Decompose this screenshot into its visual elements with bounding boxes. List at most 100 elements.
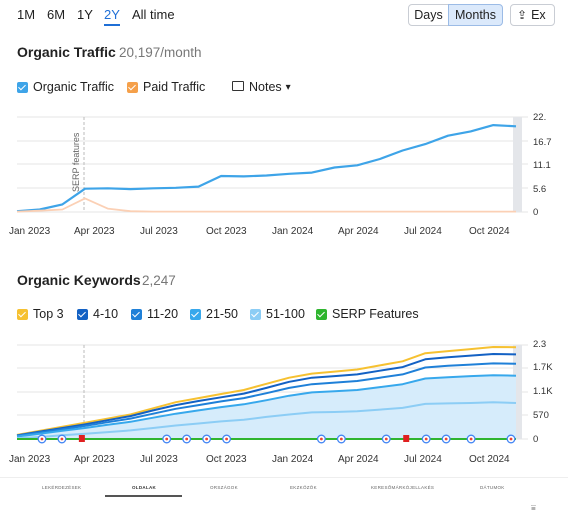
google-icon (506, 434, 516, 444)
organic-keywords-title: Organic Keywords (17, 272, 141, 288)
y-tick-label: 22. (533, 112, 547, 123)
y-tick-label: 5.6 (533, 184, 547, 195)
legend-51-100-label: 51-100 (266, 307, 305, 321)
google-icon (381, 434, 391, 444)
google-icon (202, 434, 212, 444)
bottom-tab-countries[interactable]: ORSZÁGOK (210, 485, 238, 490)
notes-icon (232, 81, 244, 91)
x-tick-label: Jul 2024 (404, 454, 442, 465)
series-line-organic-traffic (16, 124, 517, 213)
checkbox-icon (316, 308, 327, 320)
serp-annotation: SERP features (67, 124, 81, 194)
export-button[interactable]: ⇪ Ex (510, 4, 555, 26)
notes-label: Notes (249, 80, 282, 94)
y-tick-label: 1.7K (533, 362, 553, 373)
bottom-tab-dates[interactable]: DÁTUMOK (480, 485, 505, 490)
checkbox-icon (190, 308, 201, 320)
series-line-51-100 (16, 401, 517, 440)
legend-top-3[interactable]: Top 3 (17, 307, 64, 321)
google-icon (441, 434, 451, 444)
filter-icon[interactable]: ⩸ (531, 503, 536, 512)
legend-paid-traffic[interactable]: Paid Traffic (127, 80, 205, 94)
google-icon (37, 434, 47, 444)
legend-51-100[interactable]: 51-100 (250, 307, 305, 321)
google-icon (466, 434, 476, 444)
x-tick-label: Oct 2023 (206, 454, 247, 465)
x-tick-label: Jul 2023 (140, 454, 178, 465)
google-icon (162, 434, 172, 444)
y-tick-label: 1.1K (533, 386, 553, 397)
legend-4-10-label: 4-10 (93, 307, 119, 321)
bottom-tab-search-appearance[interactable]: KERESŐMÁRKÓJELLAKÉS (371, 485, 435, 490)
y-tick-label: 0 (533, 207, 539, 218)
series-line-top-3 (16, 346, 517, 436)
flag-icon (78, 435, 85, 442)
active-tab-indicator (105, 495, 182, 497)
legend-top-3-label: Top 3 (33, 307, 64, 321)
organic-keywords-chart (16, 344, 528, 444)
checkbox-icon (131, 308, 142, 320)
legend-21-50-label: 21-50 (206, 307, 238, 321)
legend-11-20-label: 11-20 (147, 307, 179, 321)
legend-serp-features[interactable]: SERP Features (316, 307, 419, 321)
series-line-paid-traffic (16, 197, 516, 213)
range-tab-6m[interactable]: 6M (47, 7, 66, 22)
google-icon (222, 434, 232, 444)
months-button[interactable]: Months (448, 4, 503, 26)
series-line-21-50 (16, 374, 517, 438)
x-tick-label: Apr 2023 (74, 454, 115, 465)
checkbox-icon (77, 308, 88, 320)
range-tab-1y[interactable]: 1Y (77, 7, 93, 22)
chevron-down-icon: ▾ (285, 81, 291, 93)
google-icon (182, 434, 192, 444)
organic-keywords-value: 2,247 (142, 273, 176, 288)
range-tab-1m[interactable]: 1M (17, 7, 36, 22)
x-tick-label: Jul 2024 (404, 226, 442, 237)
x-tick-label: Apr 2024 (338, 454, 379, 465)
organic-traffic-title: Organic Traffic (17, 44, 116, 60)
checkbox-icon (250, 308, 261, 320)
days-button[interactable]: Days (408, 4, 449, 26)
checkbox-icon (127, 81, 138, 93)
x-tick-label: Jan 2023 (9, 226, 51, 237)
legend-4-10[interactable]: 4-10 (77, 307, 118, 321)
organic-traffic-chart (16, 116, 528, 213)
google-icon (336, 434, 346, 444)
checkbox-icon (17, 308, 28, 320)
area-fill (17, 375, 516, 439)
series-line-11-20 (16, 362, 517, 437)
hover-highlight (513, 345, 522, 439)
x-tick-label: Apr 2024 (338, 226, 379, 237)
serp-annotation-label: SERP features (71, 132, 81, 192)
x-tick-label: Oct 2024 (469, 226, 510, 237)
y-tick-label: 570 (533, 410, 549, 421)
x-tick-label: Oct 2023 (206, 226, 247, 237)
y-tick-label: 11.1 (533, 160, 551, 171)
legend-organic-traffic[interactable]: Organic Traffic (17, 80, 114, 94)
export-label: Ex (531, 8, 546, 22)
notes-dropdown[interactable]: Notes ▾ (232, 80, 291, 94)
google-icon (316, 434, 326, 444)
export-icon: ⇪ (517, 8, 528, 22)
x-tick-label: Apr 2023 (74, 226, 115, 237)
legend-21-50[interactable]: 21-50 (190, 307, 238, 321)
flag-icon (403, 435, 410, 442)
x-tick-label: Oct 2024 (469, 454, 510, 465)
range-tab-2y[interactable]: 2Y (104, 7, 120, 26)
google-icon (421, 434, 431, 444)
y-tick-label: 0 (533, 434, 539, 445)
legend-11-20[interactable]: 11-20 (131, 307, 178, 321)
x-tick-label: Jan 2024 (272, 454, 314, 465)
x-tick-label: Jan 2023 (9, 454, 51, 465)
range-tab-all-time[interactable]: All time (132, 7, 175, 22)
bottom-tab-pages[interactable]: OLDALAK (132, 485, 157, 490)
legend-organic-traffic-label: Organic Traffic (33, 80, 115, 94)
x-tick-label: Jan 2024 (272, 226, 314, 237)
series-line-4-10 (16, 353, 517, 437)
checkbox-icon (17, 81, 28, 93)
bottom-tab-devices[interactable]: EKZKÖZÖK (290, 485, 317, 490)
y-tick-label: 2.3 (533, 339, 547, 350)
x-tick-label: Jul 2023 (140, 226, 178, 237)
bottom-tab-queries[interactable]: LEKÉRDEZÉSEK (42, 485, 82, 490)
google-icon (57, 434, 67, 444)
